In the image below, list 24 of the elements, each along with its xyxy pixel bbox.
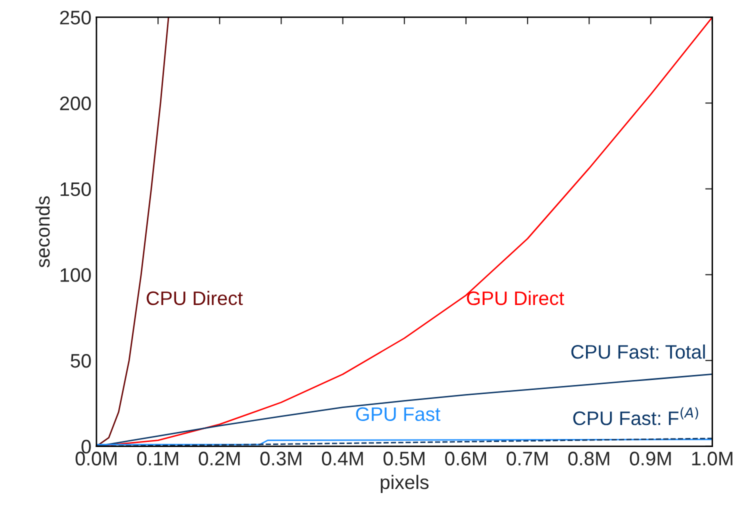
x-tick-label: 0.1M (137, 452, 178, 466)
x-tick-label: 0.0M (76, 452, 116, 466)
x-tick-label: 0.2M (198, 452, 240, 466)
y-tick-label: 150 (60, 182, 91, 196)
x-tick-label: 0.9M (630, 452, 671, 466)
x-tick-label: 1.0M (692, 452, 732, 466)
series-label: CPU Fast: F$^{(A)}$ (573, 407, 698, 426)
y-tick-label: 0 (82, 440, 91, 454)
x-tick-label: 0.3M (260, 452, 302, 466)
x-tick-label: 0.8M (568, 452, 610, 466)
y-tick-label: 250 (60, 10, 91, 24)
x-tick-label: 0.7M (506, 452, 548, 466)
y-axis-title: seconds (35, 196, 50, 268)
series-label: CPU Direct (146, 290, 243, 306)
series-label: GPU Fast (356, 407, 440, 422)
y-tick-label: 50 (70, 354, 91, 368)
x-axis-title: pixels (380, 474, 429, 493)
y-tick-label: 200 (60, 96, 91, 110)
x-tick-label: 0.4M (322, 452, 363, 466)
series-label: CPU Fast: Total (571, 344, 705, 359)
x-tick-label: 0.5M (384, 452, 424, 466)
y-tick-label: 100 (60, 268, 91, 282)
series-label: GPU Direct (466, 290, 564, 306)
x-tick-label: 0.6M (445, 452, 486, 466)
